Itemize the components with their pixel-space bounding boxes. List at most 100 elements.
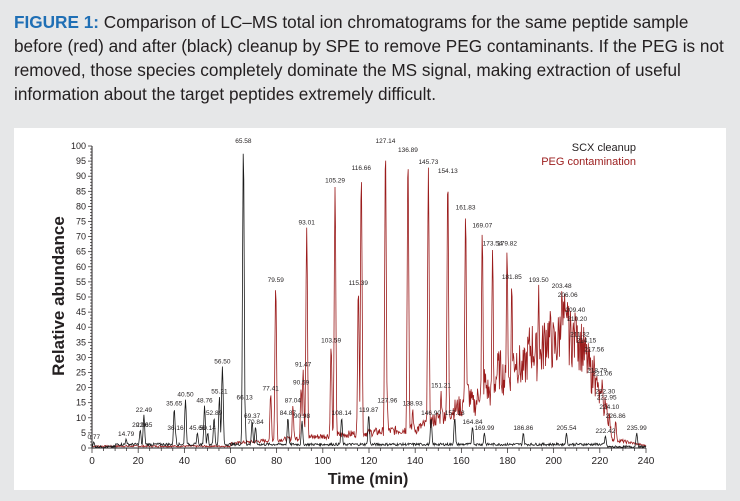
y-tick-label: 30 (76, 352, 86, 362)
y-tick-label: 70 (76, 232, 86, 242)
y-tick-label: 45 (76, 307, 86, 317)
peak-label: 146.90 (421, 410, 441, 417)
peak-label: 186.86 (513, 425, 533, 432)
peak-label: 218.79 (587, 368, 607, 375)
peak-label: 211.32 (570, 331, 590, 338)
y-tick-label: 55 (76, 277, 86, 287)
peak-label: 209.40 (565, 307, 585, 314)
peak-label: 90.59 (293, 380, 310, 387)
peak-label: 55.21 (211, 389, 228, 396)
peak-label: 169.99 (474, 425, 494, 432)
caption-text: Comparison of LC–MS total ion chromatogr… (14, 12, 724, 104)
peak-label: 90.98 (294, 413, 311, 420)
peak-label: 20.90 (132, 422, 149, 429)
peak-label: 40.50 (177, 392, 194, 399)
y-tick-label: 85 (76, 186, 86, 196)
y-tick-label: 0 (81, 443, 86, 453)
peak-label: 56.50 (214, 358, 231, 365)
y-tick-label: 95 (76, 156, 86, 166)
y-tick-label: 50 (76, 292, 86, 302)
peak-label: 205.54 (557, 425, 577, 432)
chromatogram-chart: Relative abundance Time (min) SCX cleanu… (49, 138, 655, 488)
peak-label: 157.13 (445, 410, 465, 417)
peak-label: 93.01 (299, 220, 316, 227)
peak-label: 116.66 (352, 165, 372, 172)
peak-label: 91.47 (295, 361, 312, 368)
peak-label: 210.20 (567, 316, 587, 323)
peak-label: 70.84 (247, 419, 264, 426)
x-tick-label: 40 (179, 456, 191, 467)
x-tick-label: 200 (545, 456, 562, 467)
y-tick-label: 20 (76, 383, 86, 393)
x-tick-label: 100 (314, 456, 331, 467)
peak-label: 127.14 (376, 138, 396, 145)
peak-label: 108.14 (332, 410, 352, 417)
peak-label: 179.82 (497, 241, 517, 248)
legend-scx-cleanup: SCX cleanup (572, 142, 636, 154)
y-tick-label: 35 (76, 337, 86, 347)
x-tick-label: 180 (499, 456, 516, 467)
peak-label: 222.42 (595, 428, 615, 435)
chart-panel: Relative abundance Time (min) SCX cleanu… (14, 128, 726, 490)
y-tick-label: 65 (76, 247, 86, 257)
peak-label: 222.30 (595, 389, 615, 396)
peak-label: 138.93 (403, 401, 423, 408)
peak-label: 52.89 (206, 410, 223, 417)
peak-label: 69.37 (244, 413, 261, 420)
x-axis-title: Time (min) (328, 471, 409, 488)
peak-label: 14.79 (118, 431, 135, 438)
x-tick-label: 220 (591, 456, 608, 467)
x-tick-label: 80 (271, 456, 283, 467)
y-tick-label: 5 (81, 428, 86, 438)
peak-label: 203.48 (552, 283, 572, 290)
peak-label: 22.65 (136, 422, 153, 429)
peak-label: 22.49 (136, 407, 153, 414)
y-axis-title-group: Relative abundance (49, 216, 68, 376)
caption-label: FIGURE 1: (14, 12, 99, 32)
y-tick-label: 40 (76, 322, 86, 332)
peak-label: 36.16 (167, 425, 184, 432)
peak-label: 181.85 (502, 274, 522, 281)
peak-label: 127.96 (377, 398, 397, 405)
peak-label: 119.87 (359, 407, 379, 414)
peak-label: 103.59 (321, 337, 341, 344)
peak-label: 214.15 (576, 337, 596, 344)
peak-label: 0.77 (87, 434, 100, 441)
peak-label: 84.87 (280, 410, 297, 417)
peak-label: 87.04 (285, 398, 302, 405)
peak-label: 77.41 (263, 386, 280, 393)
peak-label: 151.21 (431, 383, 451, 390)
legend-peg-contamination: PEG contamination (541, 156, 636, 168)
figure-caption: FIGURE 1: Comparison of LC–MS total ion … (14, 10, 726, 106)
peak-label: 145.73 (418, 159, 438, 166)
y-tick-label: 15 (76, 398, 86, 408)
peak-label: 105.29 (325, 177, 345, 184)
y-tick-label: 100 (71, 141, 86, 151)
y-axis-title: Relative abundance (49, 216, 68, 376)
peak-label: 164.84 (463, 419, 483, 426)
peak-label: 173.54 (483, 241, 503, 248)
peak-label: 217.56 (584, 346, 604, 353)
y-tick-label: 80 (76, 201, 86, 211)
peak-label: 235.99 (627, 425, 647, 432)
x-tick-label: 0 (89, 456, 95, 467)
peak-label: 50.14 (200, 425, 217, 432)
series-line-scx-cleanup (91, 153, 647, 450)
x-tick-label: 120 (361, 456, 378, 467)
peak-label: 169.07 (472, 223, 492, 230)
peak-label: 224.10 (599, 404, 619, 411)
peak-label: 66.13 (237, 395, 254, 402)
peak-label: 79.59 (268, 277, 285, 284)
y-tick-label: 75 (76, 217, 86, 227)
peak-label: 136.89 (398, 147, 418, 154)
x-tick-label: 20 (133, 456, 145, 467)
x-tick-label: 60 (225, 456, 237, 467)
peak-label: 35.65 (166, 401, 183, 408)
peak-label: 193.50 (529, 277, 549, 284)
peak-label: 48.76 (196, 398, 213, 405)
peak-label: 115.39 (349, 280, 369, 287)
peak-label: 65.58 (235, 138, 252, 145)
series-line-peg-contamination (91, 160, 647, 448)
y-tick-label: 60 (76, 262, 86, 272)
